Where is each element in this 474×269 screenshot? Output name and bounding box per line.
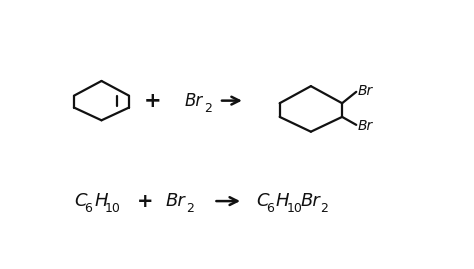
Text: 2: 2 <box>204 102 212 115</box>
Text: +: + <box>144 91 162 111</box>
Text: 6: 6 <box>266 203 274 215</box>
Text: H: H <box>94 192 108 210</box>
Text: +: + <box>137 192 154 211</box>
Text: 2: 2 <box>320 203 328 215</box>
Text: Br: Br <box>301 192 320 210</box>
Text: 10: 10 <box>105 203 121 215</box>
Text: H: H <box>276 192 290 210</box>
Text: Br: Br <box>184 92 202 110</box>
Text: 10: 10 <box>287 203 303 215</box>
Text: Br: Br <box>358 84 374 98</box>
Text: Br: Br <box>358 119 374 133</box>
Text: 2: 2 <box>186 203 194 215</box>
Text: C: C <box>256 192 268 210</box>
Text: 6: 6 <box>84 203 92 215</box>
Text: C: C <box>74 192 87 210</box>
Text: Br: Br <box>166 192 185 210</box>
